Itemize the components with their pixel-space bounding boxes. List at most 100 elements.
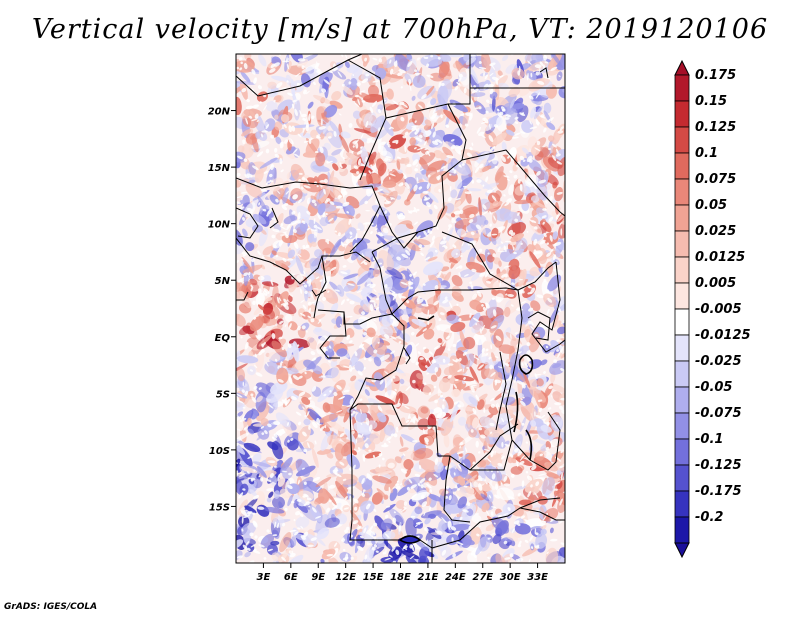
- field-blob: [362, 341, 377, 358]
- field-blob: [469, 365, 479, 384]
- field-blob: [252, 213, 267, 225]
- field-blob: [502, 396, 516, 406]
- field-blob: [306, 262, 311, 276]
- colorbar-swatch: [674, 334, 690, 362]
- field-blob: [286, 258, 297, 269]
- field-blob: [374, 342, 388, 355]
- field-blob: [334, 213, 355, 219]
- field-blob: [236, 414, 244, 432]
- field-blob: [336, 284, 345, 297]
- field-blob: [507, 412, 523, 430]
- field-blob: [239, 291, 252, 309]
- field-blob: [508, 86, 521, 98]
- field-blob: [310, 241, 317, 247]
- field-blob: [279, 532, 292, 553]
- field-blob: [370, 115, 385, 133]
- field-blob: [396, 160, 401, 170]
- field-blob: [378, 294, 391, 311]
- field-blob: [558, 547, 565, 559]
- field-blob: [508, 184, 515, 196]
- field-blob: [458, 453, 464, 457]
- field-blob: [260, 417, 269, 427]
- field-blob: [501, 141, 507, 152]
- field-blob: [548, 135, 555, 142]
- field-blob: [540, 425, 552, 433]
- colorbar-label: -0.075: [695, 406, 742, 421]
- field-blob: [421, 169, 427, 175]
- field-blob: [241, 109, 250, 120]
- field-blob: [406, 58, 417, 76]
- field-blob: [296, 247, 302, 255]
- field-blob: [357, 248, 374, 262]
- field-blob: [514, 199, 534, 205]
- field-blob: [345, 293, 363, 303]
- field-blob: [467, 188, 482, 192]
- field-blob: [463, 336, 476, 350]
- colorbar-label: 0.15: [695, 94, 727, 109]
- field-blob: [521, 147, 529, 154]
- colorbar-label: 0.1: [695, 146, 718, 161]
- field-blob: [342, 85, 353, 96]
- field-blob: [450, 402, 460, 423]
- field-blob: [236, 440, 246, 455]
- field-blob: [424, 469, 438, 486]
- field-blob: [276, 291, 289, 308]
- field-blob: [492, 533, 502, 545]
- field-blob: [537, 495, 548, 505]
- field-blob: [350, 510, 363, 528]
- field-blob: [382, 530, 396, 540]
- field-blob: [394, 456, 403, 464]
- field-blob: [323, 266, 332, 287]
- field-blob: [256, 466, 267, 478]
- field-blob: [311, 253, 329, 267]
- field-blob: [277, 475, 286, 487]
- colorbar-swatch: [674, 256, 690, 284]
- field-blob: [247, 417, 252, 427]
- field-blob: [301, 396, 311, 405]
- field-blob: [299, 221, 309, 232]
- field-blob: [335, 480, 349, 500]
- field-blob: [396, 319, 408, 331]
- field-blob: [368, 155, 373, 165]
- field-blob: [503, 306, 511, 318]
- field-blob: [427, 427, 435, 437]
- field-blob: [307, 101, 314, 109]
- field-blob: [273, 490, 280, 499]
- field-blob: [539, 92, 549, 98]
- field-blob: [473, 332, 486, 346]
- field-blob: [268, 491, 274, 499]
- field-blob: [416, 372, 424, 380]
- field-blob: [396, 195, 402, 200]
- colorbar-swatch: [674, 152, 690, 180]
- field-blob: [450, 322, 466, 332]
- field-blob: [413, 303, 425, 314]
- colorbar-swatch: [674, 490, 690, 518]
- field-blob: [351, 450, 357, 456]
- field-blob: [277, 99, 294, 113]
- field-blob: [522, 545, 540, 557]
- field-blob: [268, 351, 281, 362]
- field-blob: [310, 129, 318, 139]
- field-blob: [457, 496, 468, 509]
- field-blob: [381, 91, 389, 99]
- field-blob: [308, 404, 327, 418]
- field-blob: [249, 278, 258, 286]
- field-blob: [430, 98, 437, 106]
- field-blob: [463, 359, 471, 374]
- field-blob: [299, 132, 312, 138]
- field-blob: [242, 228, 248, 237]
- field-blob: [287, 438, 299, 451]
- field-blob: [265, 101, 278, 112]
- field-blob: [469, 526, 482, 545]
- field-blob: [405, 468, 412, 478]
- field-blob: [417, 379, 423, 388]
- field-blob: [375, 466, 386, 473]
- colorbar-swatch: [674, 230, 690, 258]
- field-blob: [261, 281, 279, 287]
- field-blob: [452, 459, 462, 472]
- field-blob: [285, 554, 304, 563]
- field-blob: [495, 236, 502, 245]
- field-blob: [484, 368, 499, 380]
- field-blob: [369, 432, 382, 445]
- field-blob: [480, 493, 490, 502]
